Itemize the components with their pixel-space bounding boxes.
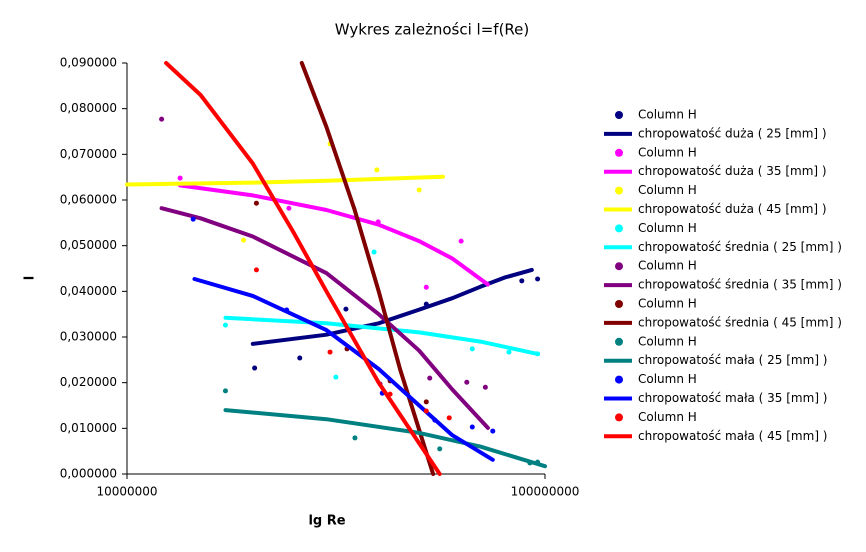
legend-swatch xyxy=(615,148,623,157)
data-point xyxy=(297,355,303,361)
data-point xyxy=(159,116,165,122)
legend-label: Column H xyxy=(638,183,697,197)
data-point xyxy=(416,187,422,193)
data-point xyxy=(469,346,475,352)
x-tick-label: 10000000 xyxy=(96,485,157,499)
trendline xyxy=(223,315,540,356)
data-point xyxy=(458,238,464,244)
legend-swatch xyxy=(615,300,623,308)
trendline xyxy=(250,267,534,346)
data-point xyxy=(352,435,358,441)
y-tick-label: 0,080000 xyxy=(60,101,117,115)
legend-swatch xyxy=(615,375,623,384)
legend-label: chropowatość duża ( 35 [mm] ) xyxy=(638,164,827,178)
data-point xyxy=(506,349,512,355)
data-point xyxy=(252,365,258,371)
legend-label: Column H xyxy=(638,372,697,386)
y-tick-label: 0,030000 xyxy=(60,330,117,344)
legend-swatch xyxy=(615,413,623,422)
legend-label: chropowatość średnia ( 45 [mm] ) xyxy=(638,315,842,329)
data-point xyxy=(427,375,433,381)
data-point xyxy=(423,284,429,290)
data-point xyxy=(446,415,452,421)
data-point xyxy=(371,249,377,255)
data-point xyxy=(437,446,443,452)
legend-swatch xyxy=(615,337,623,346)
data-point xyxy=(286,205,292,211)
data-point xyxy=(469,424,475,430)
data-point xyxy=(222,322,228,328)
data-point xyxy=(519,278,525,284)
trendline xyxy=(223,408,547,469)
data-point xyxy=(482,384,488,390)
data-point xyxy=(177,175,183,181)
trendline xyxy=(192,277,495,462)
trendline xyxy=(125,174,445,187)
trendline xyxy=(159,206,490,430)
legend-label: Column H xyxy=(638,108,697,122)
y-tick-label: 0,040000 xyxy=(60,284,117,298)
data-point xyxy=(327,349,333,355)
legend-label: Column H xyxy=(638,221,697,235)
legend-label: chropowatość duża ( 25 [mm] ) xyxy=(638,126,827,140)
y-axis-label: l xyxy=(23,276,38,280)
data-point xyxy=(490,428,496,434)
x-axis-label: lg Re xyxy=(308,514,345,529)
legend-label: chropowatość duża ( 45 [mm] ) xyxy=(638,202,827,216)
data-point xyxy=(374,167,380,173)
y-tick-label: 0,060000 xyxy=(60,193,117,207)
data-point xyxy=(423,408,429,414)
data-point xyxy=(241,237,247,243)
legend-label: Column H xyxy=(638,259,697,273)
data-point xyxy=(222,388,228,394)
chart-title: Wykres zależności l=f(Re) xyxy=(335,21,530,39)
trendline xyxy=(299,61,436,476)
legend-label: chropowatość mała ( 35 [mm] ) xyxy=(638,391,828,405)
legend-swatch xyxy=(615,224,623,233)
data-point xyxy=(343,306,349,312)
legend-label: Column H xyxy=(638,297,697,311)
legend-label: chropowatość średnia ( 35 [mm] ) xyxy=(638,278,842,292)
y-tick-label: 0,050000 xyxy=(60,238,117,252)
data-point xyxy=(333,374,339,380)
data-point xyxy=(423,399,429,405)
legend-label: chropowatość średnia ( 25 [mm] ) xyxy=(638,240,842,254)
legend-label: Column H xyxy=(638,410,697,424)
y-tick-label: 0,010000 xyxy=(60,421,117,435)
legend-label: chropowatość mała ( 25 [mm] ) xyxy=(638,353,828,367)
legend-label: Column H xyxy=(638,334,697,348)
data-point xyxy=(464,379,470,385)
legend-label: chropowatość mała ( 45 [mm] ) xyxy=(638,429,828,443)
x-tick-label: 100000000 xyxy=(511,485,580,499)
y-tick-label: 0,000000 xyxy=(60,467,117,481)
y-tick-label: 0,070000 xyxy=(60,147,117,161)
trendline xyxy=(178,183,490,287)
legend-swatch xyxy=(615,111,623,119)
legend-label: Column H xyxy=(638,145,697,159)
legend-swatch xyxy=(615,262,623,271)
y-tick-label: 0,090000 xyxy=(60,56,117,70)
data-point xyxy=(535,276,541,282)
y-tick-label: 0,020000 xyxy=(60,375,117,389)
trendline xyxy=(164,61,442,476)
data-point xyxy=(253,200,259,206)
legend-swatch xyxy=(615,186,623,195)
data-point xyxy=(190,216,196,222)
data-point xyxy=(253,267,259,273)
